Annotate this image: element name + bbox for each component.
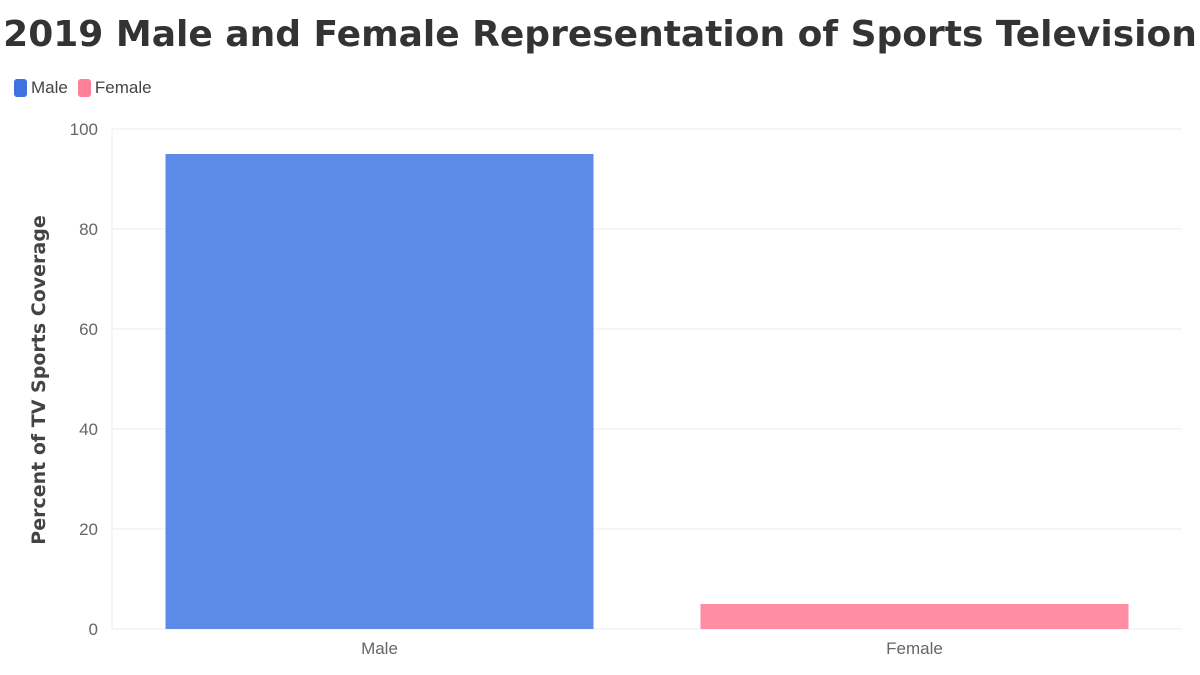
legend-label-male: Male (31, 78, 68, 97)
legend-label-female: Female (94, 78, 152, 97)
legend-swatch-female (77, 79, 91, 97)
y-tick-label: 80 (79, 220, 98, 239)
y-axis-label: Percent of TV Sports Coverage (28, 215, 50, 544)
y-tick-label: 40 (79, 420, 98, 439)
x-axis-ticks: Male Female (361, 639, 943, 658)
legend: Male Female (14, 78, 152, 98)
bars (165, 154, 1129, 629)
bar-male[interactable] (165, 154, 594, 629)
y-tick-label: 100 (70, 120, 98, 139)
chart-title: 2019 Male and Female Representation of S… (3, 14, 1197, 55)
x-tick-label-female: Female (886, 639, 943, 658)
legend-item-male[interactable]: Male (14, 78, 68, 98)
y-tick-label: 20 (79, 520, 98, 539)
x-tick-label-male: Male (361, 639, 398, 658)
y-tick-label: 0 (89, 620, 98, 639)
legend-item-female[interactable]: Female (77, 78, 152, 98)
y-axis-ticks: 0 20 40 60 80 100 (70, 120, 98, 639)
legend-swatch-male (14, 79, 27, 97)
bar-female[interactable] (700, 604, 1129, 629)
y-tick-label: 60 (79, 320, 98, 339)
